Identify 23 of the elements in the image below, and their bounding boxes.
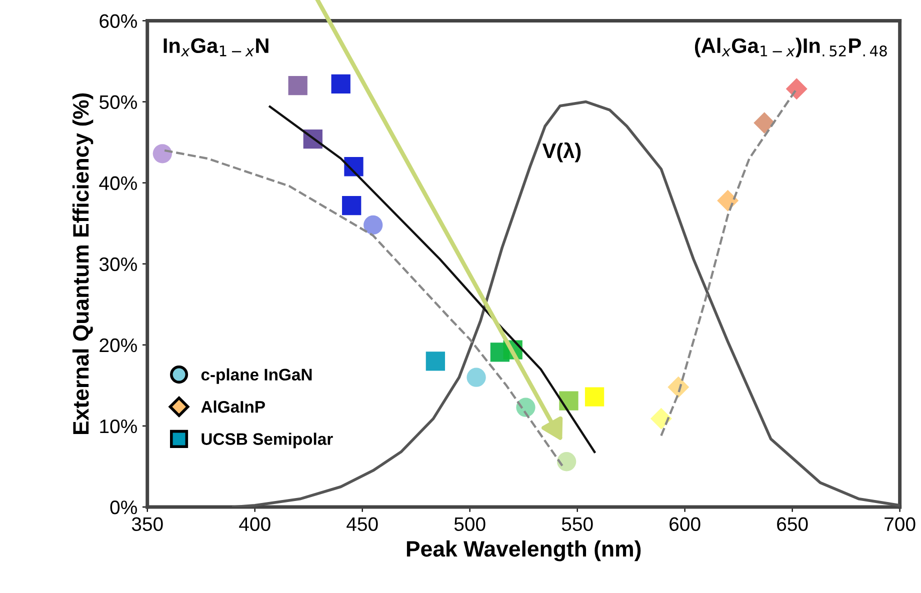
y-tick-label: 10% bbox=[100, 419, 137, 434]
y-tick-label: 40% bbox=[99, 176, 137, 190]
x-tick-label: 650 bbox=[777, 517, 808, 532]
y-axis-title: External Quantum Efficiency (%) bbox=[72, 93, 94, 434]
y-tick-label: 0% bbox=[110, 500, 137, 514]
x-tick-label: 450 bbox=[346, 517, 378, 532]
legend-label: AlGaInP bbox=[201, 400, 265, 413]
y-tick-label: 60% bbox=[100, 14, 137, 28]
x-tick-label: 700 bbox=[884, 517, 916, 532]
x-tick-label: 600 bbox=[670, 517, 700, 532]
legend-label: c-plane InGaN bbox=[201, 368, 312, 384]
annotation: In$_{x}$Ga$_{1−x}$N bbox=[164, 38, 268, 56]
y-tick-label: 30% bbox=[99, 257, 137, 272]
x-axis-title: Peak Wavelength (nm) bbox=[406, 540, 641, 562]
x-tick-label: 550 bbox=[562, 517, 593, 532]
annotation: (Al$_{x}$Ga$_{1−x}$)In$_{.52}$P$_{.48}$ bbox=[694, 38, 887, 58]
x-tick-label: 350 bbox=[132, 517, 163, 532]
series-label: V(λ) bbox=[542, 142, 581, 162]
y-tick-label: 50% bbox=[100, 95, 137, 110]
legend-label: UCSB Semipolar bbox=[202, 432, 333, 448]
x-tick-label: 400 bbox=[239, 517, 270, 532]
x-tick-label: 500 bbox=[454, 517, 486, 532]
y-tick-label: 20% bbox=[100, 338, 137, 352]
